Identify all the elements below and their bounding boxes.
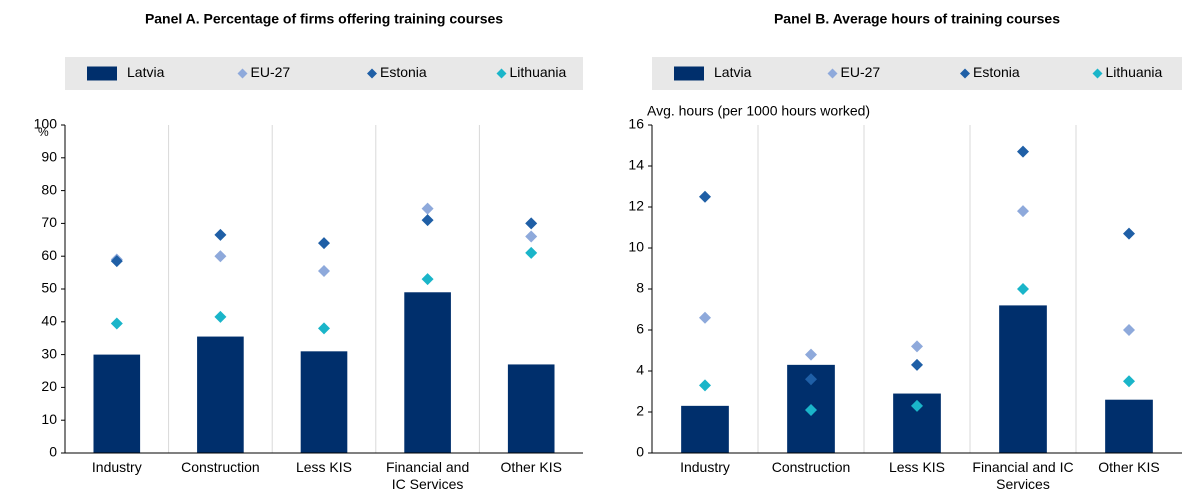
legend-label: Latvia [127,64,165,80]
marker [1123,227,1135,240]
marker [911,358,923,371]
y-tick-label: 0 [49,444,57,460]
legend-label: Latvia [714,64,752,80]
bar [404,292,451,453]
legend-label: Estonia [973,64,1020,80]
legend-marker [237,68,248,79]
legend-label: Estonia [380,64,427,80]
y-tick-label: 16 [628,116,644,132]
legend-swatch [674,66,704,81]
y-tick-label: 0 [636,444,644,460]
x-tick-label: Financial and IC Services [972,459,1074,492]
marker [318,237,330,250]
y-tick-label: 90 [41,149,57,165]
legend-swatch [87,66,117,81]
legend-label: Lithuania [1106,64,1163,80]
bar [507,364,555,453]
legend-marker [1092,68,1103,79]
chart: Panel B. Average hours of training cours… [628,11,1182,460]
marker [214,228,227,241]
y-tick-label: 40 [41,313,57,329]
bar [300,351,348,453]
y-tick-label: 80 [41,181,57,197]
marker [421,202,434,215]
marker [699,190,711,203]
y-tick-label: 10 [628,239,644,255]
x-tick-label: Less KIS [888,459,946,475]
marker [214,310,227,323]
x-tick-label: Other KIS [500,459,562,475]
marker [911,399,923,412]
chart-title: Panel B. Average hours of training cours… [774,11,1060,27]
marker [110,317,123,330]
marker [1017,283,1029,295]
bar [999,305,1047,453]
y-tick-label: 12 [628,198,644,214]
legend-marker [367,68,377,79]
marker [214,250,227,263]
marker [1017,205,1029,218]
legend-marker [496,68,507,79]
bar [197,336,244,453]
bar [93,354,141,453]
y-axis-label: Avg. hours (per 1000 hours worked) [647,103,870,119]
chart: Panel A. Percentage of firms offering tr… [34,11,583,460]
marker [805,403,817,416]
legend-label: Lithuania [510,64,567,80]
x-tick-label: Construction [771,459,851,475]
marker [421,273,434,286]
marker [699,311,711,324]
marker [805,373,817,386]
marker [699,379,711,392]
chart-title: Panel A. Percentage of firms offering tr… [145,11,503,27]
marker [525,217,538,230]
marker [525,230,538,243]
y-tick-label: 60 [41,247,57,263]
y-tick-label: 10 [41,411,57,427]
y-tick-label: 20 [41,378,57,394]
legend-marker [960,68,970,79]
panel-b: Panel B. Average hours of training cours… [594,0,1189,502]
legend-marker [827,68,838,79]
marker [318,322,330,335]
marker [421,214,434,227]
panel-a: Panel A. Percentage of firms offering tr… [0,0,594,502]
y-tick-label: 70 [41,214,57,230]
marker [318,264,330,277]
marker [525,246,538,259]
y-tick-label: 14 [628,157,644,173]
x-tick-label: Industry [91,459,142,475]
y-tick-label: 50 [41,280,57,296]
x-tick-label: Less KIS [295,459,352,475]
x-tick-label: Industry [680,459,730,475]
y-tick-label: 8 [636,280,644,296]
y-tick-label: 30 [41,345,57,361]
y-tick-label: 6 [636,321,644,337]
y-tick-label: 100 [34,116,58,132]
y-tick-label: 4 [636,362,644,378]
x-tick-label: Other KIS [1098,459,1160,475]
y-tick-label: 2 [636,403,644,419]
legend-label: EU-27 [251,64,291,80]
marker [1123,375,1135,388]
x-tick-label: Financial and IC Services [385,459,470,492]
y-axis-label: % [38,125,49,139]
marker [110,255,123,268]
marker [911,340,923,353]
bar [681,405,729,453]
bar [1105,399,1153,453]
legend-label: EU-27 [841,64,881,80]
marker [1017,145,1029,158]
marker [805,348,817,361]
x-tick-label: Construction [181,459,260,475]
marker [1123,324,1135,336]
